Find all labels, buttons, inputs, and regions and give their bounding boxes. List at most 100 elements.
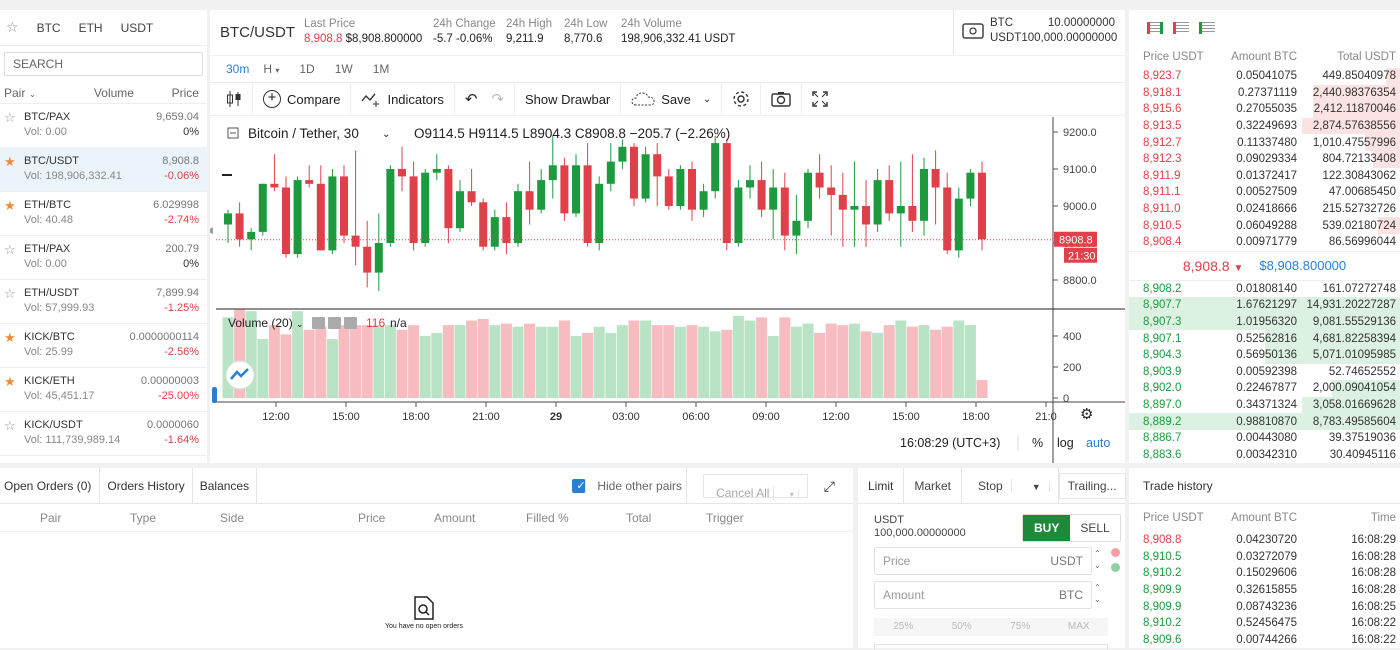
search-input[interactable]: SEARCH (4, 52, 203, 76)
tf-1m[interactable]: 1M (372, 62, 390, 76)
pct-75-button[interactable]: 75% (1010, 621, 1031, 632)
book-row[interactable]: 8,911.0 0.02418666 215.52732726 (1143, 203, 1396, 216)
pair-row[interactable]: ★ ETH/BTC 6.029998 Vol: 40.48 -2.74% (0, 192, 207, 236)
book-row[interactable]: 8,912.7 0.11337480 1,010.47557996 (1129, 134, 1400, 151)
book-row[interactable]: 8,910.5 0.06049288 539.02180724 (1129, 217, 1400, 234)
tab-eth[interactable]: ETH (78, 20, 103, 35)
book-row[interactable]: 8,904.3 0.56950136 5,071.01095985 (1129, 346, 1400, 364)
sell-button[interactable]: SELL (1080, 521, 1110, 535)
volume-tick-label: 0 (1063, 393, 1069, 405)
star-icon[interactable]: ☆ (4, 418, 16, 433)
book-row[interactable]: 8,903.9 0.00592398 52.74652552 (1143, 365, 1396, 378)
price-input[interactable]: Price USDT (874, 547, 1092, 575)
book-header: Price USDT Amount BTC Total USDT (1143, 51, 1396, 63)
book-bids-icon[interactable] (1199, 22, 1215, 34)
book-row[interactable]: 8,897.0 0.34371324 3,058.01669628 (1129, 396, 1400, 414)
pct-50-button[interactable]: 50% (951, 621, 972, 632)
pair-name: KICK/ETH (24, 375, 75, 387)
auto-scale-button[interactable]: auto (1086, 436, 1110, 450)
star-icon[interactable]: ★ (4, 374, 16, 389)
star-icon[interactable]: ★ (4, 198, 16, 213)
pair-row[interactable]: ☆ BTC/PAX 9,659.04 Vol: 0.00 0% (0, 104, 207, 148)
amount-input[interactable]: Amount BTC (874, 581, 1092, 609)
next-field[interactable] (874, 644, 1108, 650)
book-row[interactable]: 8,918.1 0.27371119 2,440.98376354 (1129, 84, 1400, 102)
expand-icon[interactable]: ⤢ (823, 477, 835, 494)
tab-stop[interactable]: Stop ▼ (962, 467, 1059, 504)
tab-market[interactable]: Market (904, 467, 963, 504)
book-row[interactable]: 8,902.0 0.22467877 2,000.09041054 (1129, 380, 1400, 397)
favorites-star-icon[interactable]: ☆ (6, 19, 19, 35)
price-chart[interactable]: 9200.09100.09000.08900.08800.0400200012:… (210, 117, 1125, 463)
volume-bar (431, 332, 443, 398)
pair-row[interactable]: ★ BTC/USDT 8,908.8 Vol: 198,906,332.41 -0.06… (0, 148, 207, 192)
book-row[interactable]: 8,907.7 1.67621297 14,931.20227287 (1129, 297, 1400, 314)
save-button[interactable]: Save ⌄ (621, 82, 723, 116)
tab-orders-history[interactable]: Orders History (100, 467, 193, 504)
tf-1d[interactable]: 1D (299, 62, 315, 76)
book-row[interactable]: 8,911.9 0.01372417 122.30843062 (1143, 169, 1396, 182)
tf-30m[interactable]: 30m (226, 62, 250, 76)
trailing-button[interactable]: Trailing... (1058, 472, 1126, 499)
book-row[interactable]: 8,907.3 1.01956320 9,081.55529136 (1129, 313, 1400, 331)
left-collapse-icon: ◀ (210, 225, 213, 235)
percent-scale-button[interactable]: % (1032, 436, 1043, 450)
show-drawbar-button[interactable]: Show Drawbar (515, 82, 622, 116)
book-row[interactable]: 8,907.1 0.52562816 4,681.82258394 (1129, 330, 1400, 347)
settings-button[interactable] (722, 82, 762, 116)
hide-other-pairs-checkbox[interactable]: ✓ Hide other pairs (568, 467, 691, 504)
price-stepper[interactable]: ⌃ ⌄ (1094, 549, 1101, 570)
volume-column-header[interactable]: Volume (93, 85, 134, 100)
amount-stepper[interactable]: ⌃ ⌄ (1094, 583, 1101, 604)
price-column-header[interactable]: Price (171, 85, 199, 100)
cancel-all-button[interactable]: Cancel All ▾ (703, 473, 808, 500)
pair-row[interactable]: ★ KICK/BTC 0.0000000114 Vol: 25.99 -2.56% (0, 324, 207, 368)
book-row[interactable]: 8,913.5 0.32249693 2,874.57638556 (1129, 117, 1400, 135)
tab-btc[interactable]: BTC (36, 20, 61, 35)
candle-type-button[interactable] (220, 82, 253, 116)
pair-row[interactable]: ☆ ETH/PAX 200.79 Vol: 0.00 0% (0, 236, 207, 280)
undo-icon[interactable]: ↶ (464, 91, 478, 108)
pair-column-header[interactable]: Pair ⌄ (4, 85, 37, 100)
tf-h[interactable]: H ▾ (263, 62, 280, 76)
indicators-button[interactable]: Indicators (351, 82, 455, 116)
fullscreen-button[interactable] (802, 82, 838, 116)
buy-button[interactable]: BUY (1023, 515, 1071, 541)
gear-icon (733, 91, 749, 107)
book-row[interactable]: 8,883.6 0.00342310 30.40945116 (1143, 448, 1396, 461)
candle-body (235, 213, 244, 240)
star-icon[interactable]: ☆ (4, 242, 16, 257)
snapshot-button[interactable] (761, 82, 803, 116)
star-icon[interactable]: ★ (4, 330, 16, 345)
candle-body (734, 187, 743, 243)
pct-25-button[interactable]: 25% (893, 621, 914, 632)
book-row[interactable]: 8,889.2 0.98810870 8,783.49585604 (1129, 413, 1400, 430)
book-row[interactable]: 8,908.4 0.00971779 86.56996044 (1143, 236, 1396, 249)
book-row[interactable]: 8,912.3 0.09029334 804.72133408 (1129, 150, 1400, 168)
pair-row[interactable]: ☆ KICK/USDT 0.0000060 Vol: 111,739,989.14 -1… (0, 412, 207, 456)
log-scale-button[interactable]: log (1057, 436, 1074, 450)
book-row[interactable]: 8,923.7 0.05041075 449.85040978 (1129, 68, 1400, 85)
redo-icon[interactable]: ↷ (491, 91, 504, 108)
book-row[interactable]: 8,911.1 0.00527509 47.00685450 (1143, 186, 1396, 199)
star-icon[interactable]: ★ (4, 154, 16, 169)
book-row[interactable]: 8,886.7 0.00443080 39.37519036 (1143, 432, 1396, 445)
candlestick-icon (227, 91, 241, 107)
tab-open-orders[interactable]: Open Orders (0) (0, 467, 101, 504)
star-icon[interactable]: ☆ (4, 286, 16, 301)
book-asks-icon[interactable] (1173, 22, 1189, 34)
pair-volume: Vol: 0.00 (24, 258, 67, 270)
pair-row[interactable]: ★ KICK/ETH 0.00000003 Vol: 45,451.17 -25.00% (0, 368, 207, 412)
pct-max-button[interactable]: MAX (1067, 621, 1090, 632)
book-both-icon[interactable] (1147, 22, 1163, 34)
tab-usdt[interactable]: USDT (120, 20, 154, 35)
tab-limit[interactable]: Limit (858, 467, 905, 504)
book-row[interactable]: 8,915.6 0.27055035 2,412.11870046 (1129, 101, 1400, 118)
volume-menu-chevron: ⌄ (296, 319, 304, 329)
star-icon[interactable]: ☆ (4, 110, 16, 125)
compare-button[interactable]: + Compare (253, 82, 352, 116)
tab-balances[interactable]: Balances (193, 467, 258, 504)
book-row[interactable]: 8,908.2 0.01808140 161.07272748 (1143, 282, 1396, 295)
pair-row[interactable]: ☆ ETH/USDT 7,899.94 Vol: 57,999.93 -1.25% (0, 280, 207, 324)
tf-1w[interactable]: 1W (334, 62, 353, 76)
